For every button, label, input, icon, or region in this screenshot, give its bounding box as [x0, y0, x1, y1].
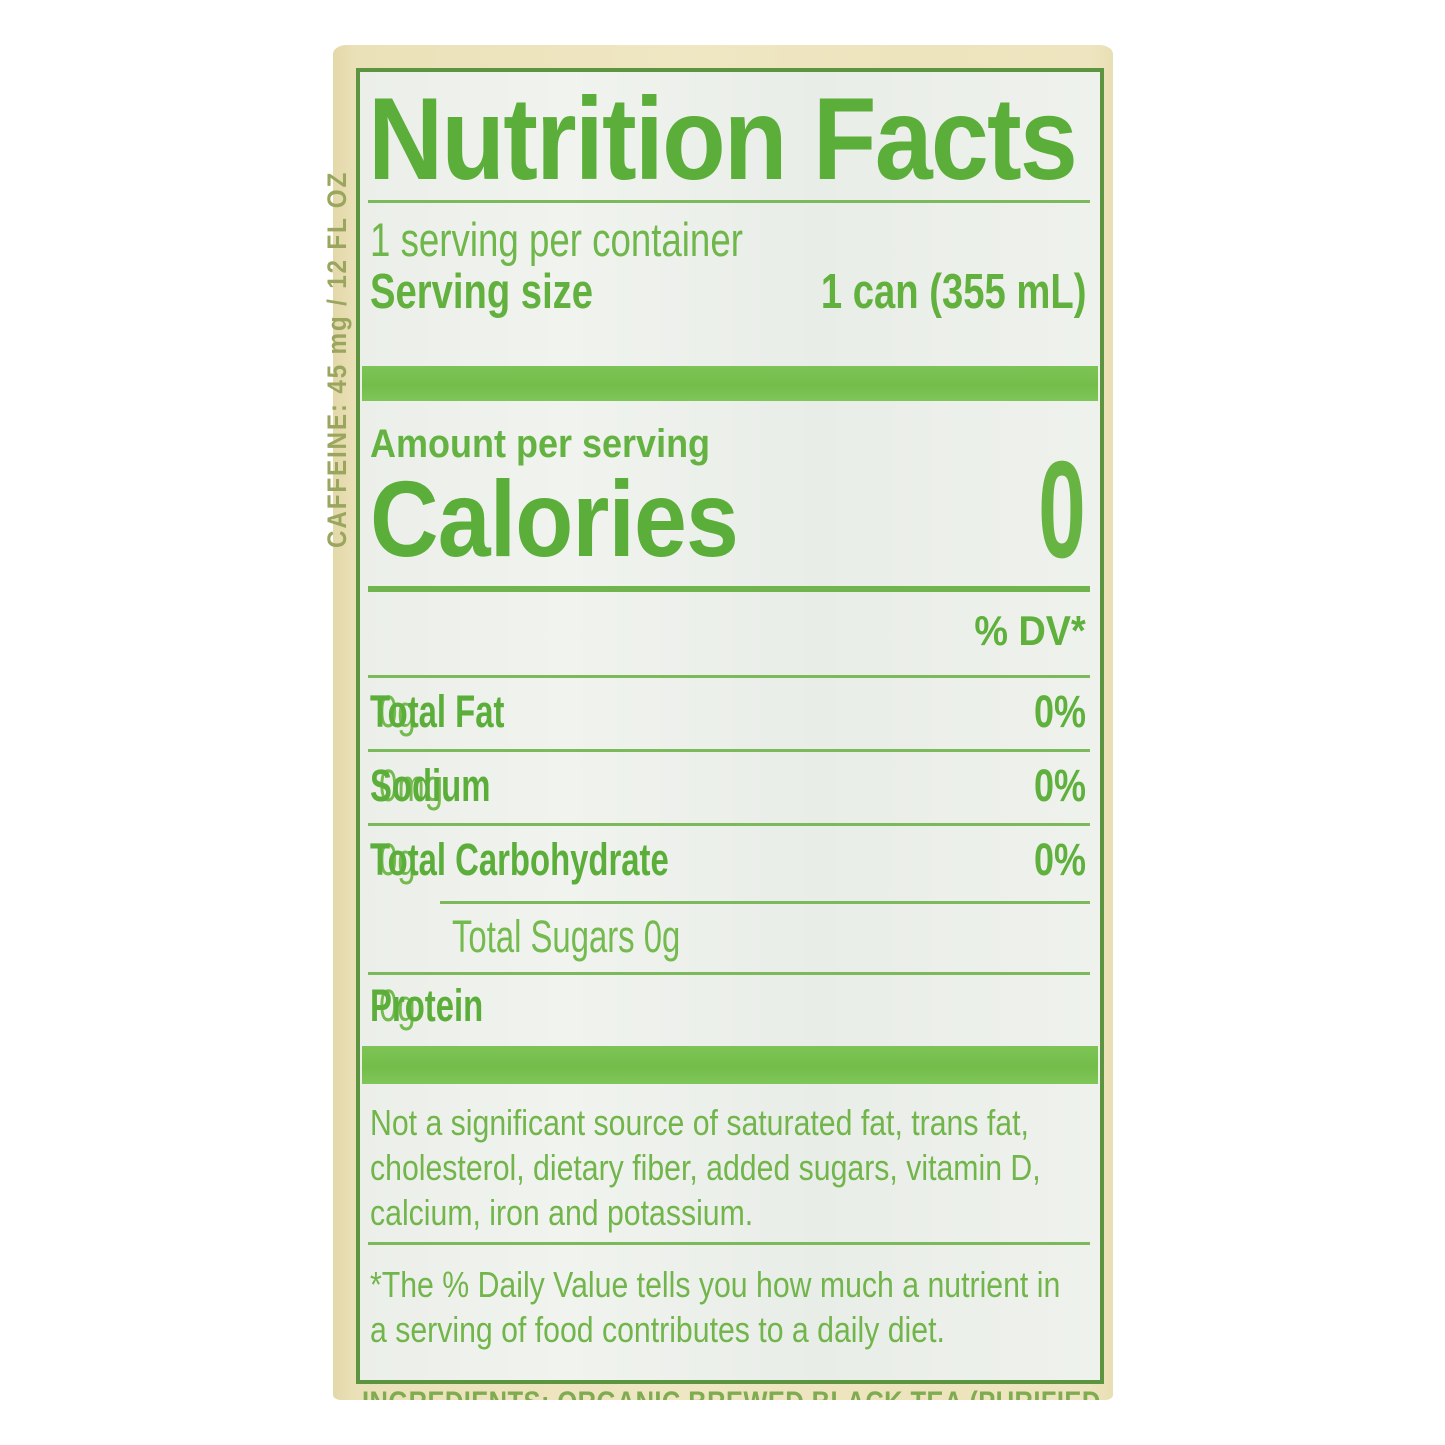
nutrient-name: Protein 0g	[370, 980, 483, 1032]
nutrient-name: Total Carbohydrate 0g	[370, 834, 669, 886]
nutrient-name-bold: Total Carbohydrate	[370, 834, 669, 885]
divider-above-carbohydrate	[368, 823, 1090, 826]
nutrition-facts-title: Nutrition Facts	[368, 73, 1078, 204]
nutrient-amount: 0g	[379, 834, 416, 885]
nutrient-name: Total Fat 0g	[370, 686, 504, 738]
servings-per-container: 1 serving per container	[370, 213, 743, 266]
divider-above-sodium	[368, 749, 1090, 752]
divider-under-calories	[368, 586, 1090, 592]
calories-label: Calories	[370, 458, 739, 579]
nutrient-amount: 0g	[379, 686, 416, 737]
nutrient-name: Sodium 0mg	[370, 760, 490, 812]
nutrition-facts-label: Nutrition Facts 1 serving per container …	[356, 68, 1104, 1384]
calories-value: 0	[1038, 433, 1086, 587]
amount-per-serving-label: Amount per serving	[370, 422, 711, 466]
nutrient-name-bold: Sodium	[370, 760, 491, 811]
ingredients-text: INGREDIENTS: ORGANIC BREWED BLACK TEA (P…	[362, 1386, 1102, 1400]
nutrient-row-sugars: Total Sugars 0g	[452, 911, 1086, 963]
divider-above-total-fat	[368, 675, 1090, 678]
nutrient-row-carbohydrate: Total Carbohydrate 0g 0%	[370, 834, 1086, 886]
nutrient-name-bold: Protein	[370, 980, 484, 1031]
not-significant-note: Not a significant source of saturated fa…	[370, 1102, 1041, 1233]
ingredients-text-clipped: INGREDIENTS: ORGANIC BREWED BLACK TEA (P…	[362, 1386, 1102, 1400]
nutrient-daily-value: 0%	[1033, 686, 1086, 737]
nutrient-amount: 0g	[643, 911, 681, 962]
nutrient-amount: 0g	[379, 980, 416, 1031]
serving-size-row: Serving size 1 can (355 mL)	[370, 264, 1086, 320]
divider-above-protein	[368, 972, 1090, 975]
thick-divider-top	[362, 366, 1098, 401]
nutrient-name-regular: Total Sugars	[452, 911, 635, 962]
divider-above-sugars	[440, 901, 1090, 904]
caffeine-side-text: CAFFEINE: 45 mg / 12 FL OZ	[322, 170, 352, 549]
nutrient-amount: 0mg	[379, 760, 444, 811]
nutrient-daily-value: 0%	[1033, 834, 1086, 885]
daily-value-footnote: *The % Daily Value tells you how much a …	[370, 1264, 1061, 1350]
daily-value-header: % DV*	[974, 607, 1086, 654]
divider-under-title	[368, 200, 1090, 203]
thick-divider-bottom	[362, 1046, 1098, 1084]
serving-size-label: Serving size	[370, 265, 594, 319]
serving-size-value: 1 can (355 mL)	[820, 265, 1086, 319]
nutrient-name-bold: Total Fat	[370, 686, 505, 737]
nutrient-row-total-fat: Total Fat 0g 0%	[370, 686, 1086, 738]
nutrient-row-protein: Protein 0g	[370, 980, 1086, 1032]
nutrient-row-sodium: Sodium 0mg 0%	[370, 760, 1086, 812]
nutrient-name: Total Sugars 0g	[452, 911, 680, 963]
divider-above-footnote	[368, 1242, 1090, 1245]
nutrient-daily-value: 0%	[1033, 760, 1086, 811]
